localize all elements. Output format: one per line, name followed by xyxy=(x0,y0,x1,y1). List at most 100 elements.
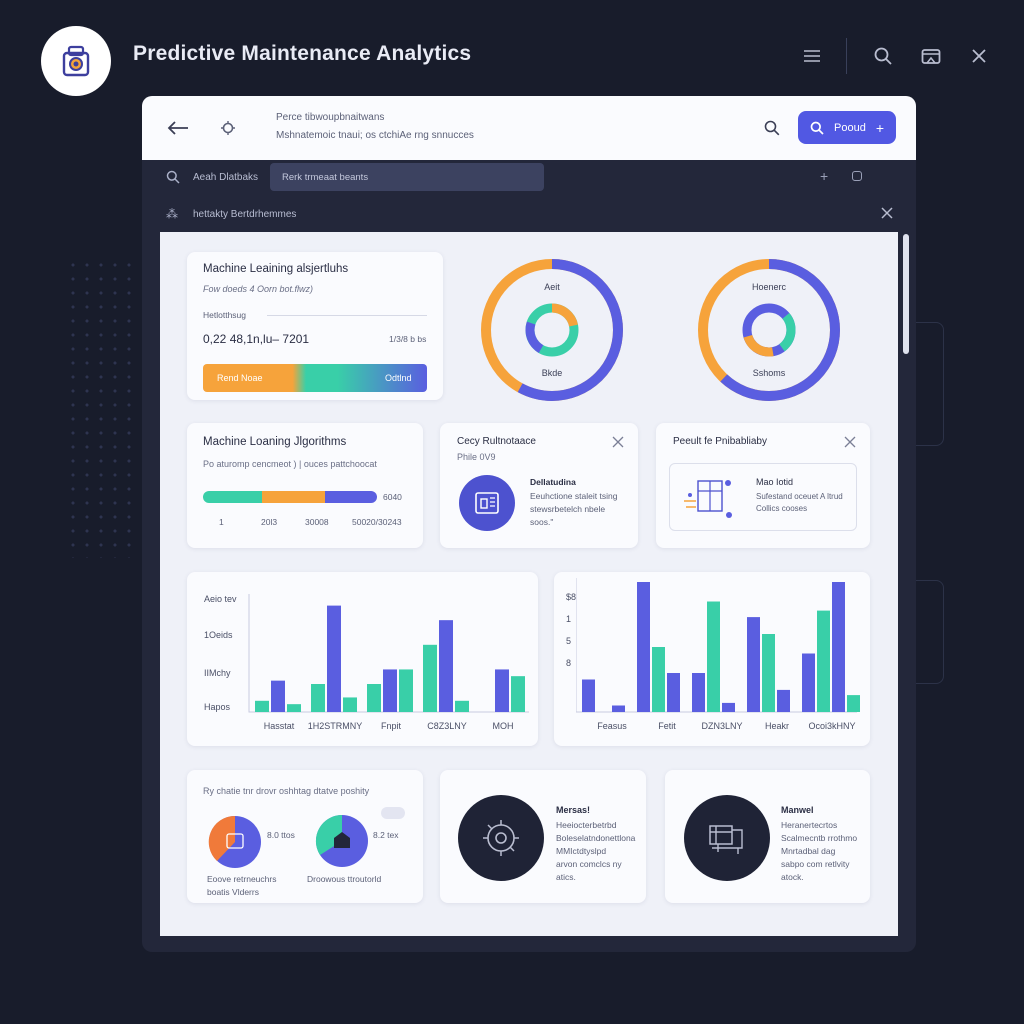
search-toolbar: Aeah Dlatbaks Rerk trmeaat beants + xyxy=(142,160,916,196)
machine-maintenance-card: Cecy Rultnotaace Phile 0V9 Dellatudina E… xyxy=(440,423,638,548)
tick-label: 20l3 xyxy=(261,517,278,527)
bar xyxy=(311,684,325,712)
info-line: Eeuhctione staleit tsing xyxy=(530,491,618,501)
info-line: Mnrtadbal dag xyxy=(781,846,836,856)
bar xyxy=(817,610,830,712)
x-tick-label: Feasus xyxy=(597,721,627,731)
pie-label: 8.0 ttos xyxy=(267,830,295,840)
equipment-icon xyxy=(684,795,770,881)
metric-value: 0,22 48,1n,lu– 7201 xyxy=(203,332,310,346)
bar xyxy=(762,634,775,712)
sensor-card: Mersas! Heeiocterbetrbd Boleselatndonett… xyxy=(440,770,646,903)
scrollbar[interactable] xyxy=(903,234,909,354)
caption: boatis Vlderrs xyxy=(207,887,259,897)
ml-algorithms-card: Machine Leaining alsjertluhs Fow doeds 4… xyxy=(187,252,443,400)
bar xyxy=(652,647,665,712)
stacked-progress-bar xyxy=(203,491,377,503)
info-heading: Mersas! xyxy=(556,805,591,815)
info-line: stewsrbetelch nbele xyxy=(530,504,606,514)
caption: Eoove retrneuchrs xyxy=(207,874,277,884)
bar xyxy=(802,653,815,712)
primary-action-label: Pooud xyxy=(834,121,866,134)
plus-icon: + xyxy=(875,119,884,136)
close-icon[interactable] xyxy=(612,436,624,448)
info-line: sabpo com retlvity xyxy=(781,859,850,869)
bar xyxy=(367,684,381,712)
pie-chart-2 xyxy=(315,814,368,867)
search-icon[interactable] xyxy=(762,118,782,138)
info-line: Collics cooses xyxy=(756,504,808,513)
caption: Droowous ttroutorld xyxy=(307,874,382,884)
bar xyxy=(667,673,680,712)
header-line-1: Perce tibwoupbnaitwans xyxy=(276,112,385,123)
bar xyxy=(439,620,453,712)
card-subtitle: Phile 0V9 xyxy=(457,452,496,462)
segment-orange xyxy=(262,491,325,503)
tick-label: 1 xyxy=(219,517,224,527)
filter-icon[interactable]: ⁂ xyxy=(166,207,178,221)
distribution-card: Ry chatie tnr drovr oshhtag dtatve poshi… xyxy=(187,770,423,903)
info-panel xyxy=(669,463,857,531)
search-icon[interactable] xyxy=(166,170,180,184)
y-axis-label: 1 xyxy=(566,614,572,624)
more-icon[interactable] xyxy=(381,807,405,819)
sensor-icon xyxy=(458,795,544,881)
machine-logo-icon[interactable] xyxy=(41,26,111,96)
bar xyxy=(847,695,860,712)
bar-chart-left: Hasstat 1H2STRMNY Fnpit C8Z3LNY MOH xyxy=(248,594,529,731)
equipment-diagram-icon xyxy=(684,480,732,518)
card-title: Machine Loaning Jlgorithms xyxy=(203,436,347,448)
info-heading: Dellatudina xyxy=(530,477,576,487)
bar xyxy=(832,582,845,712)
bar-chart-card-right: $8 1 5 8 Feasus Fetit DZN3LNY Heakr Ocoi3kHN… xyxy=(554,572,870,746)
bar xyxy=(287,704,301,712)
search-icon[interactable] xyxy=(871,44,895,68)
donut-inner-arc xyxy=(525,303,579,357)
info-line: Boleselatndonettlona xyxy=(556,833,636,843)
pie-chart-1 xyxy=(208,815,261,868)
bar xyxy=(511,676,525,712)
window-icon[interactable] xyxy=(919,44,943,68)
square-icon[interactable] xyxy=(852,171,862,181)
info-line: Sufestand oceuet A ltrud xyxy=(756,492,843,501)
donut-outer-arc xyxy=(698,259,840,401)
info-line: Scalmecntb rrothmo xyxy=(781,833,858,843)
manual-card: Manwel Heranertecrtos Scalmecntb rrothmo… xyxy=(665,770,870,903)
x-tick-label: MOH xyxy=(493,721,514,731)
close-icon[interactable] xyxy=(967,44,991,68)
close-icon[interactable] xyxy=(844,436,856,448)
info-line: atics. xyxy=(556,872,576,882)
y-axis-label: IIMchy xyxy=(204,668,231,678)
back-arrow-icon[interactable] xyxy=(166,116,190,140)
bar-end-label: 6040 xyxy=(383,492,402,502)
x-tick-label: Fnpit xyxy=(381,721,402,731)
donut-label-top: Aeit xyxy=(544,282,560,292)
card-title: Peeult fe Pnibabliaby xyxy=(673,436,767,447)
info-line: soos." xyxy=(530,517,554,527)
bar xyxy=(383,669,397,712)
y-axis-label: Hapos xyxy=(204,702,231,712)
card-title: Machine Leaining alsjertluhs xyxy=(203,263,349,275)
window-header: Perce tibwoupbnaitwans Mshnatemoic tnaui… xyxy=(142,96,916,160)
divider xyxy=(846,38,847,74)
primary-action-button[interactable]: Pooud + xyxy=(798,111,896,144)
bar xyxy=(495,669,509,712)
bar xyxy=(612,705,625,712)
progress-label-right: Odtlnd xyxy=(385,373,412,383)
pie-label: 8.2 tex xyxy=(373,830,399,840)
y-axis-label: Aeio tev xyxy=(204,594,237,604)
tick-label: 50020/30243 xyxy=(352,517,402,527)
close-icon[interactable] xyxy=(878,204,896,222)
menu-icon[interactable] xyxy=(800,44,824,68)
donut-label-bottom: Bkde xyxy=(542,368,563,378)
settings-icon[interactable] xyxy=(218,118,238,138)
info-heading: Mao Iotid xyxy=(756,477,794,487)
ml-algorithms-card-2: Machine Loaning Jlgorithms Po aturomp ce… xyxy=(187,423,423,548)
y-axis-label: $8 xyxy=(566,592,577,602)
x-tick-label: C8Z3LNY xyxy=(427,721,467,731)
donut-chart-1: Aeit Bkde xyxy=(481,259,623,401)
bar xyxy=(707,601,720,712)
search-input[interactable]: Rerk trmeaat beants xyxy=(270,163,544,191)
add-icon[interactable]: + xyxy=(820,168,829,184)
bar xyxy=(399,669,413,712)
